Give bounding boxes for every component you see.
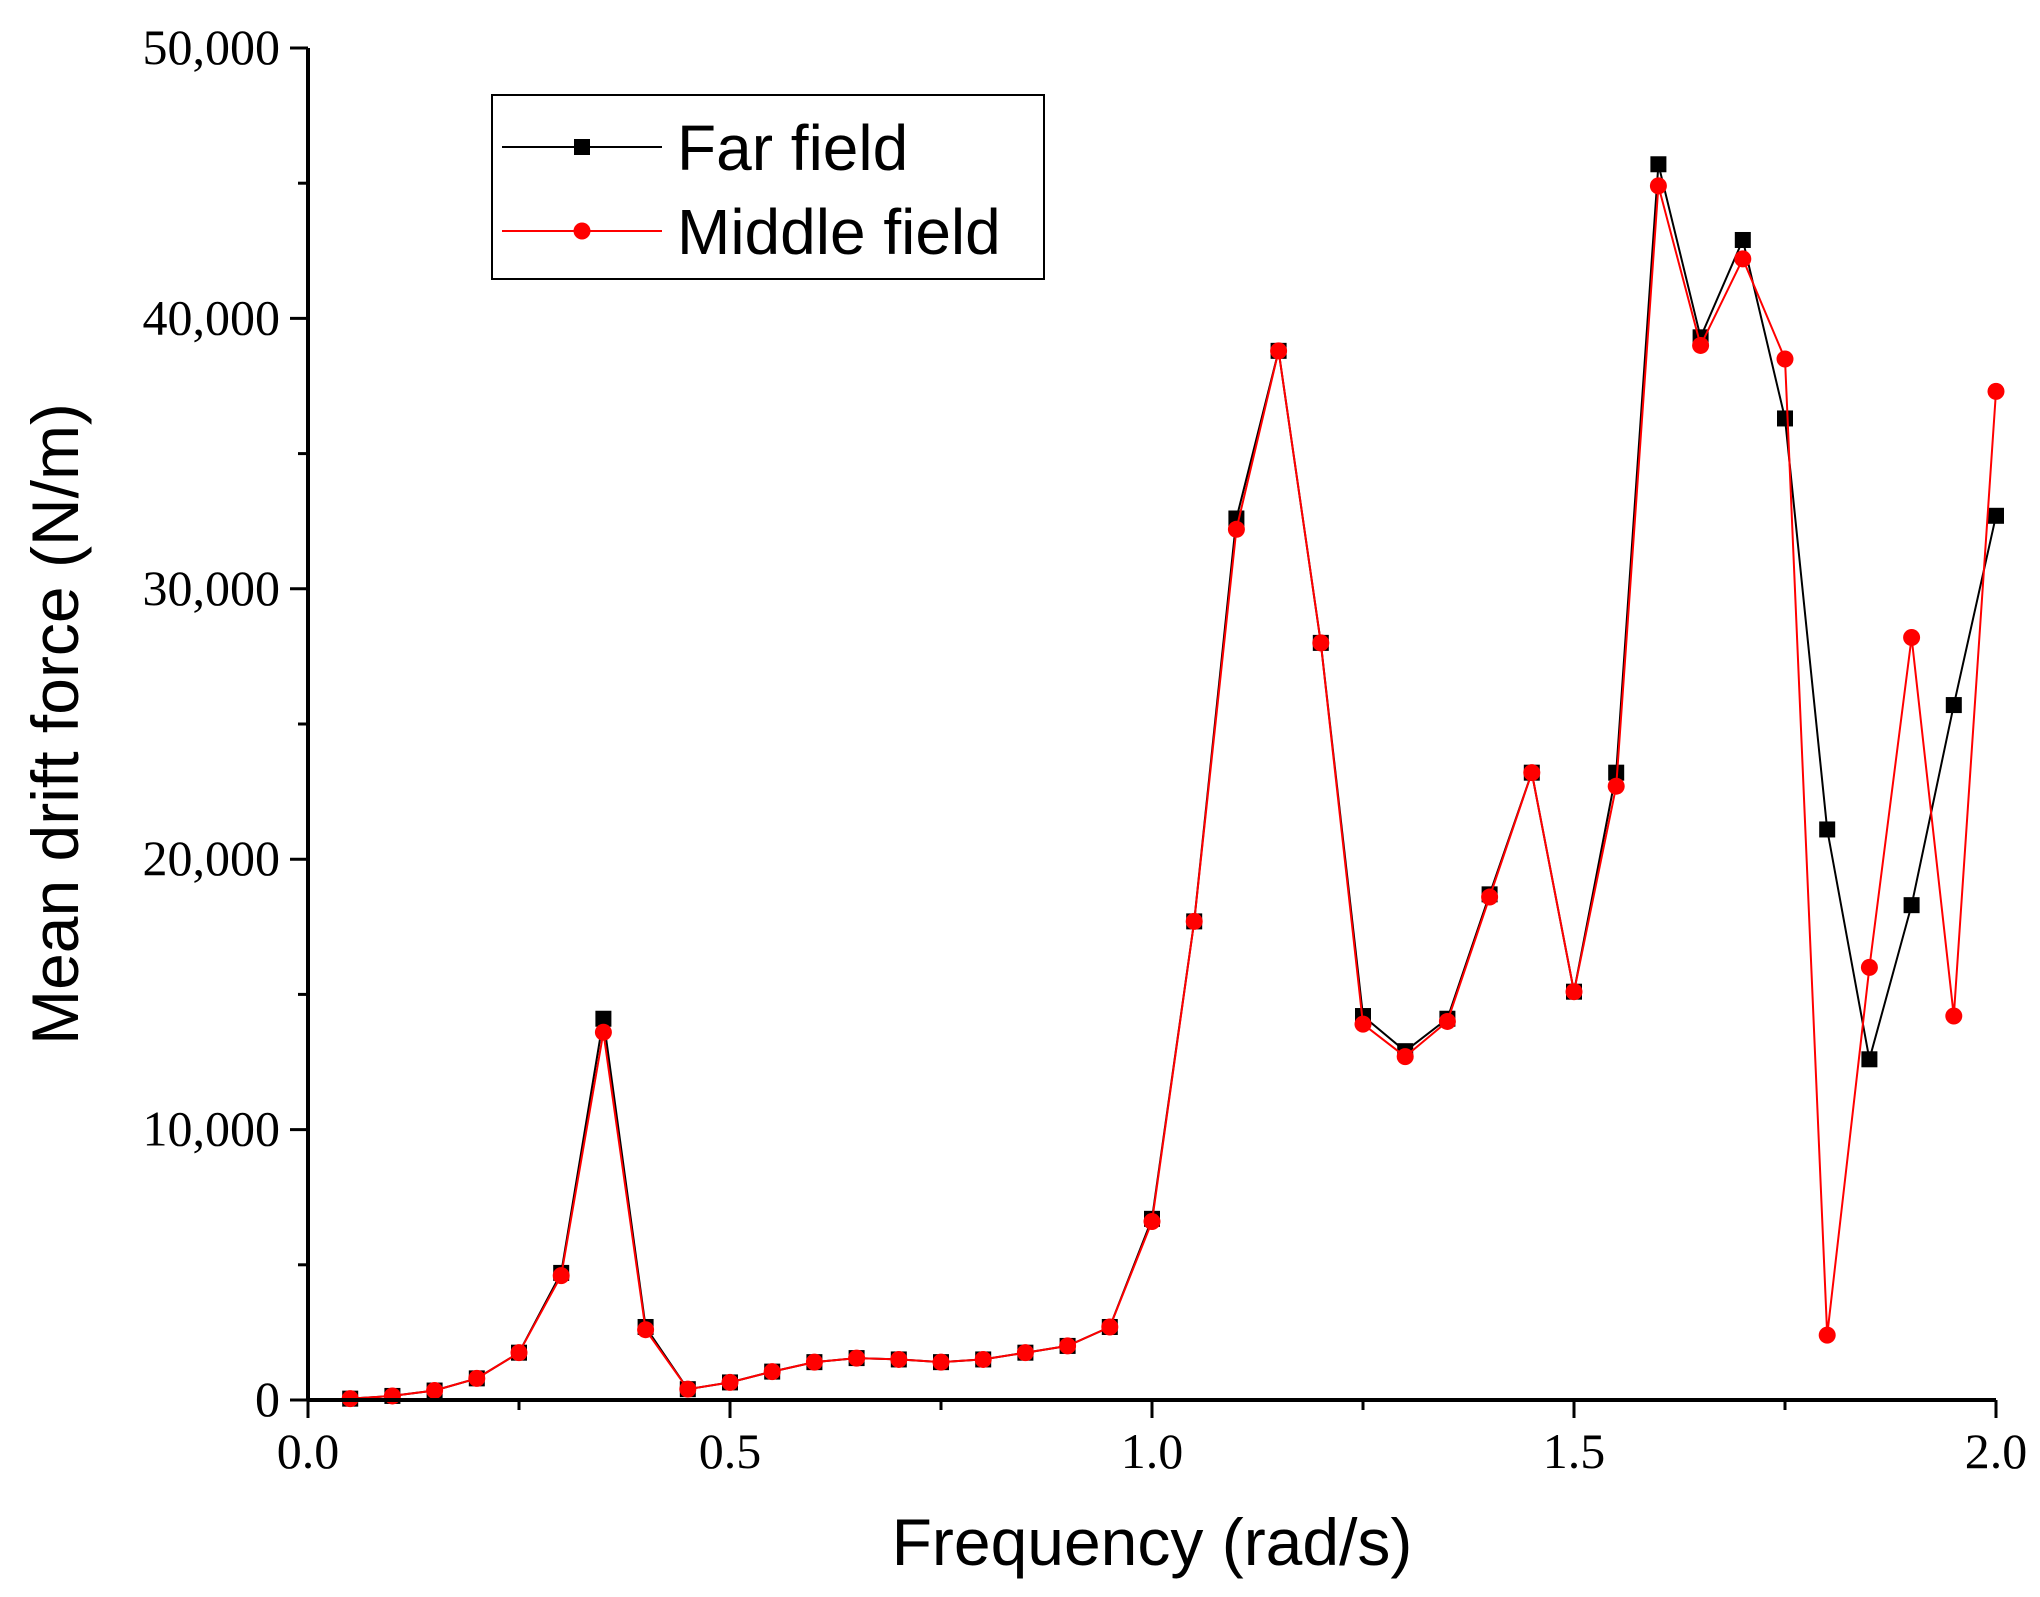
series-line-far-field	[350, 164, 1997, 1400]
data-point-middle-field	[1649, 177, 1667, 195]
data-point-middle-field	[637, 1321, 655, 1339]
x-tick-label: 0.0	[277, 1423, 340, 1479]
data-point-middle-field	[721, 1373, 739, 1391]
data-point-middle-field	[1903, 628, 1921, 646]
x-axis-ticks: 0.0 0.5 1.0 1.5 2.0	[277, 1400, 2028, 1479]
data-point-middle-field	[552, 1267, 570, 1285]
y-tick-label: 20,000	[143, 830, 281, 886]
y-tick-label: 10,000	[143, 1101, 281, 1157]
data-point-middle-field	[1481, 888, 1499, 906]
data-point-far-field	[1988, 507, 2004, 524]
y-tick-label: 40,000	[143, 289, 281, 345]
data-point-middle-field	[1565, 983, 1583, 1001]
data-point-far-field	[1819, 821, 1836, 838]
data-point-middle-field	[594, 1023, 612, 1041]
data-point-middle-field	[468, 1369, 486, 1387]
data-point-far-field	[1650, 156, 1667, 173]
data-point-middle-field	[510, 1344, 528, 1362]
x-tick-label: 1.5	[1543, 1423, 1606, 1479]
legend-marker-far-field	[574, 139, 590, 155]
data-point-middle-field	[1354, 1015, 1372, 1033]
series-far-field	[342, 156, 2004, 1407]
legend-label-middle-field: Middle field	[677, 196, 1001, 268]
data-point-middle-field	[679, 1380, 697, 1398]
data-point-middle-field	[1438, 1012, 1456, 1030]
data-point-middle-field	[1692, 336, 1710, 354]
legend-box	[491, 94, 1045, 280]
data-point-middle-field	[1059, 1337, 1077, 1355]
data-point-middle-field	[1016, 1344, 1034, 1362]
data-point-middle-field	[426, 1382, 444, 1400]
data-point-middle-field	[932, 1353, 950, 1371]
data-point-middle-field	[1185, 912, 1203, 930]
data-point-middle-field	[1860, 958, 1878, 976]
data-point-middle-field	[1396, 1048, 1414, 1066]
data-point-middle-field	[805, 1353, 823, 1371]
data-point-middle-field	[1987, 382, 2005, 400]
data-point-far-field	[1777, 410, 1793, 427]
data-point-middle-field	[1101, 1318, 1119, 1336]
data-point-far-field	[1861, 1051, 1878, 1068]
data-point-middle-field	[1776, 350, 1794, 368]
plot-marks	[341, 156, 2005, 1408]
x-axis-title: Frequency (rad/s)	[892, 1505, 1413, 1579]
legend-label-far-field: Far field	[677, 112, 908, 184]
series-line-middle-field	[350, 185, 1997, 1400]
y-axis-title: Mean drift force (N/m)	[18, 403, 92, 1045]
y-tick-label: 0	[255, 1371, 280, 1427]
data-point-middle-field	[1270, 342, 1288, 360]
data-point-far-field	[1945, 697, 1962, 714]
data-point-middle-field	[1734, 250, 1752, 268]
data-point-middle-field	[890, 1350, 908, 1368]
y-axis-ticks: 0 10,000 20,000 30,000 40,000 50,000	[143, 19, 308, 1427]
y-tick-label: 50,000	[143, 19, 281, 75]
x-tick-label: 2.0	[1965, 1423, 2028, 1479]
data-point-middle-field	[763, 1363, 781, 1381]
data-point-middle-field	[974, 1350, 992, 1368]
series-middle-field	[341, 177, 2005, 1408]
data-point-far-field	[1734, 231, 1751, 248]
data-point-middle-field	[1143, 1213, 1161, 1231]
x-tick-label: 0.5	[699, 1423, 762, 1479]
legend: Far field Middle field	[491, 94, 1045, 280]
data-point-far-field	[1903, 897, 1920, 914]
data-point-middle-field	[1818, 1326, 1836, 1344]
y-tick-label: 30,000	[143, 560, 281, 616]
data-point-middle-field	[1607, 777, 1625, 795]
x-tick-label: 1.0	[1121, 1423, 1184, 1479]
data-point-middle-field	[848, 1349, 866, 1367]
data-point-middle-field	[1945, 1007, 1963, 1025]
data-point-middle-field	[1523, 764, 1541, 782]
data-point-middle-field	[1227, 520, 1245, 538]
data-point-middle-field	[1312, 634, 1330, 652]
legend-marker-middle-field	[573, 222, 591, 240]
data-point-far-field	[595, 1010, 612, 1027]
